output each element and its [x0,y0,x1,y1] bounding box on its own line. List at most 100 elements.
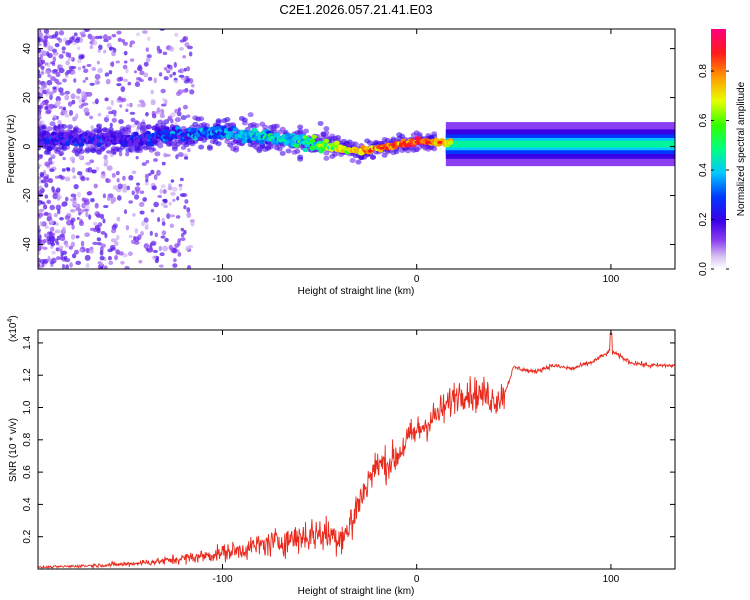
snr-y-tick-label: 0.2 [22,529,33,543]
colorbar-gradient [711,29,726,269]
spectrogram-noise-dot [49,219,55,225]
spectrogram-y-tick-label: 0 [22,143,33,149]
spectrogram-noise-dot [75,260,82,266]
spectrogram-halo-dot [370,154,377,160]
spectrogram-noise-dot [160,184,166,189]
spectrogram-noise-dot [121,39,125,43]
spectrogram-noise-dot [179,39,185,43]
spectrogram-noise-dot [85,263,90,269]
spectrogram-halo-dot [276,146,283,152]
spectrogram-noise-dot [171,186,178,192]
spectrogram-halo-dot [93,146,100,152]
snr-y-tick-label: 1.4 [22,336,33,350]
spectrogram-halo-dot [355,159,362,165]
spectrogram-noise-dot [166,69,171,74]
spectrogram-noise-dot [164,237,169,242]
spectrogram-noise-dot [69,198,76,202]
spectrogram-signal-blob [302,147,309,153]
spectrogram-noise-dot [180,227,185,232]
spectrogram-noise-dot [178,183,183,187]
spectrogram-noise-dot [104,97,109,102]
spectrogram-noise-dot [132,235,137,241]
spectrogram-noise-dot [44,194,49,199]
spectrogram-noise-dot [125,108,129,113]
spectrogram-noise-dot [147,36,151,41]
spectrogram-noise-dot [38,262,41,267]
spectrogram-halo-dot [58,150,65,156]
spectrogram-noise-dot [114,254,118,261]
spectrogram-noise-dot [103,49,107,54]
spectrogram-noise-dot [38,225,41,229]
spectrogram-x-label: Height of straight line (km) [298,286,415,297]
spectrogram-noise-dot [43,176,49,180]
spectrogram-noise-dot [55,175,60,179]
spectrogram-noise-dot [52,114,57,120]
spectrogram-noise-dot [61,250,68,255]
spectrogram-halo-dot [171,146,178,152]
spectrogram-noise-dot [143,72,149,78]
spectrogram-noise-dot [117,96,123,101]
spectrogram-noise-dot [152,249,159,253]
spectrogram-noise-dot [86,63,92,67]
spectrogram-noise-dot [78,153,83,160]
spectrogram-noise-dot [83,107,90,114]
spectrogram-noise-dot [153,158,159,162]
spectrogram-noise-dot [113,241,119,246]
spectrogram-noise-dot [105,78,111,85]
spectrogram-noise-dot [43,212,48,216]
spectrogram-noise-dot [70,208,75,213]
spectrogram-halo-dot [285,148,292,154]
spectrogram-noise-dot [38,163,43,168]
snr-multiplier-exp: 4 [7,319,14,323]
spectrogram-peak-spot [414,140,420,144]
spectrogram-noise-dot [50,61,56,65]
spectrogram-noise-dot [102,193,107,199]
spectrogram-noise-dot [168,244,173,251]
spectrogram-noise-dot [69,156,76,162]
spectrogram-noise-dot [81,202,86,209]
spectrogram-noise-dot [187,148,191,153]
spectrogram-noise-dot [116,30,122,35]
spectrogram-noise-dot [118,151,123,157]
spectrogram-noise-dot [83,68,89,73]
spectrogram-noise-dot [51,250,56,255]
spectrogram-noise-dot [180,232,185,238]
spectrogram-noise-dot [77,66,82,71]
snr-multiplier-close: ) [8,315,19,318]
spectrogram-halo-dot [134,120,141,126]
spectrogram-noise-dot [98,44,103,51]
spectrogram-noise-dot [46,88,50,95]
spectrogram-noise-dot [78,55,84,60]
spectrogram-noise-dot [50,242,56,247]
spectrogram-noise-dot [170,191,176,196]
spectrogram-noise-dot [150,89,154,95]
spectrogram-noise-dot [75,36,81,41]
spectrogram-noise-dot [38,36,41,42]
spectrogram-signal-blob [105,132,111,137]
spectrogram-x-tick-label: -100 [212,274,232,285]
spectrogram-noise-dot [41,85,45,91]
spectrogram-halo-dot [279,150,286,156]
spectrogram-noise-dot [145,111,149,117]
spectrogram-noise-dot [111,172,116,178]
spectrogram-halo-dot [352,141,359,147]
spectrogram-y-tick-label: 20 [22,92,33,104]
spectrogram-halo-dot [61,123,68,129]
spectrogram-noise-dot [39,259,46,264]
spectrogram-noise-dot [83,208,89,212]
spectrogram-noise-dot [69,262,73,268]
spectrogram-noise-dot [112,223,118,228]
spectrogram-noise-dot [73,249,79,255]
spectrogram-signal-blob [133,131,139,137]
spectrogram-noise-dot [40,71,45,75]
spectrogram-noise-dot [41,262,45,268]
spectrogram-noise-dot [175,154,179,160]
spectrogram-halo-dot [157,143,164,149]
spectrogram-halo-dot [174,117,181,123]
spectrogram-halo-dot [64,144,71,150]
spectrogram-noise-dot [47,74,52,78]
spectrogram-noise-dot [141,162,147,167]
spectrogram-noise-dot [139,70,145,76]
spectrogram-noise-dot [162,51,168,56]
spectrogram-halo-dot [96,128,103,134]
